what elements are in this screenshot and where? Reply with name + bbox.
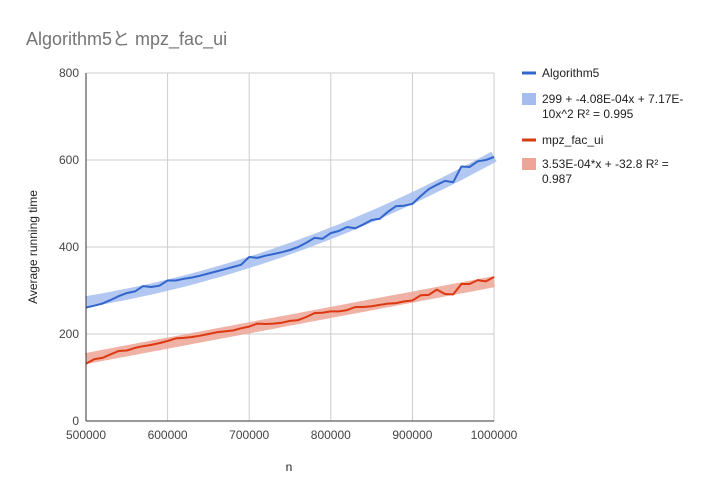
- y-tick-label: 200: [59, 327, 79, 341]
- legend: Algorithm5 299 + -4.08E-04x + 7.17E-10x^2…: [522, 66, 683, 186]
- x-axis-ticks: 500000 600000 700000 800000 900000 1000000: [66, 428, 518, 442]
- series-lines: [85, 156, 495, 365]
- y-axis-ticks: 0 200 400 600 800: [59, 66, 79, 428]
- chart-title: Algorithm5と mpz_fac_ui: [26, 29, 227, 50]
- trendline-1: [85, 151, 497, 308]
- series-line-2: [85, 276, 495, 365]
- x-tick-label: 600000: [148, 428, 188, 442]
- legend-label-4: 3.53E-04*x + -32.8 R² =: [542, 157, 669, 171]
- x-tick-label: 800000: [311, 428, 351, 442]
- x-axis-label: n: [286, 460, 293, 474]
- x-tick-label: 500000: [66, 428, 106, 442]
- axes: [85, 73, 494, 422]
- series-line-1: [85, 156, 495, 309]
- x-tick-label: 900000: [392, 428, 432, 442]
- y-tick-label: 800: [59, 66, 79, 80]
- x-tick-label: 700000: [229, 428, 269, 442]
- legend-label-4: 0.987: [542, 172, 572, 186]
- legend-swatch-2: [522, 93, 536, 105]
- y-axis-label: Average running time: [26, 190, 40, 304]
- legend-label-2: 299 + -4.08E-04x + 7.17E-: [542, 92, 683, 106]
- x-tick-label: 1000000: [471, 428, 518, 442]
- legend-label-3: mpz_fac_ui: [542, 133, 603, 147]
- y-tick-label: 400: [59, 240, 79, 254]
- legend-label-1: Algorithm5: [542, 66, 600, 80]
- legend-label-2: 10x^2 R² = 0.995: [542, 107, 634, 121]
- legend-swatch-4: [522, 158, 536, 170]
- y-tick-label: 0: [72, 414, 79, 428]
- y-tick-label: 600: [59, 153, 79, 167]
